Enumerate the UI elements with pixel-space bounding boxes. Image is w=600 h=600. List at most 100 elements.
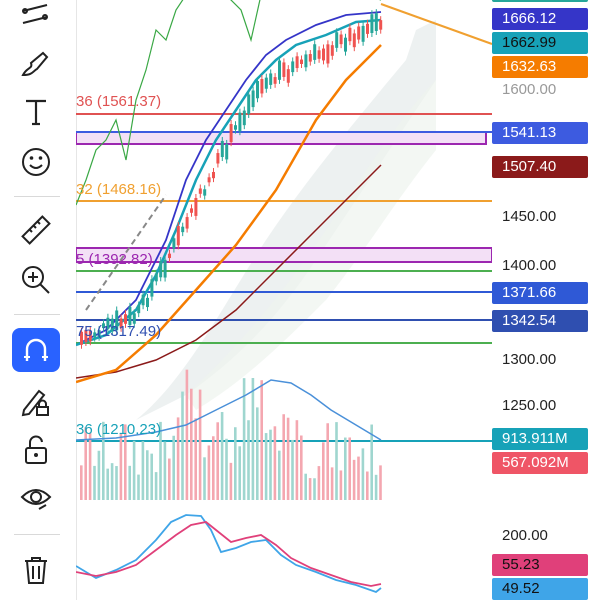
lock-drawing-tool-button[interactable] [12,380,60,424]
price-label-1541: 1541.13 [492,122,588,144]
volume-bar [159,421,162,500]
candle-body [172,238,176,249]
volume-bar [366,471,369,500]
oscillator-line-blue [76,514,382,594]
volume-bar [80,465,83,500]
volume-bar [322,442,325,500]
ruler-tool-button[interactable] [12,208,60,252]
candle-body [141,294,145,306]
candle-body [379,20,383,30]
candle-body [115,310,119,331]
candle-body [317,50,321,59]
tick-1400: 1400.00 [502,257,557,274]
brush-tool-button[interactable] [12,42,60,86]
projection-dashed [85,194,167,311]
volume-bar [247,420,250,500]
volume-bar [330,467,334,500]
emoji-tool-button[interactable] [12,140,60,184]
volume-bar [304,473,307,500]
volume-bar [225,438,228,500]
trash-icon [25,557,47,584]
ema-fast-line [76,18,382,347]
candle-body [137,305,141,314]
volume-bar [282,414,285,500]
volume-bar [264,433,268,500]
volume-bar [110,463,114,500]
text-icon [26,99,46,126]
comparison-line [76,0,381,206]
price-axis[interactable]: 1600.00 1450.00 1400.00 1300.00 1250.00 … [492,0,600,600]
fib-label-1210: 36 (1210.23) [76,421,161,438]
delete-tool-button[interactable] [12,548,60,592]
candle-body [146,297,149,308]
candle-body [330,45,334,56]
tick-200: 200.00 [502,527,548,544]
volume-bar [357,456,360,500]
volume-bar [313,478,316,500]
volume-bar [190,388,193,500]
volume-bar [370,424,373,500]
volume-label-current: 567.092M [492,452,588,474]
candle-body [300,59,303,64]
candle-body [93,332,97,338]
magnet-tool-button[interactable] [12,328,60,372]
chart-canvas[interactable]: 36 (1561.37) 32 (1468.16) 5 (1392.82) 75… [76,0,492,600]
candle-body [247,94,251,114]
price-chart[interactable]: 36 (1561.37) 32 (1468.16) 5 (1392.82) 75… [76,0,492,600]
tick-1600: 1600.00 [502,81,557,98]
volume-bar [291,439,294,500]
candle-body [128,306,132,325]
visibility-tool-button[interactable] [12,476,60,520]
pencil-lock-icon [21,389,49,417]
candle-body [212,171,215,179]
volume-bar [308,478,312,500]
oscillator-line-pink [76,521,382,587]
candle-body [159,261,163,278]
candle-body [190,208,193,213]
candle-body [295,56,299,69]
candle-body [80,331,83,345]
volume-bar [115,466,118,500]
brush-icon [21,51,49,77]
volume-bar [106,468,109,500]
candle-body [225,143,229,160]
candle-body [322,48,325,61]
fib-label-1468: 32 (1468.16) [76,181,161,198]
cloud-area [136,20,436,420]
candle-body [308,54,312,62]
volume-bar [278,450,281,500]
candle-body [119,318,123,328]
drawing-toolbar [0,0,77,600]
candle-body [269,73,273,85]
candle-body [181,226,185,233]
candle-body [370,14,374,33]
candle-body [185,217,189,229]
candle-body [286,69,290,83]
zoom-in-tool-button[interactable] [12,258,60,302]
candle-body [106,317,110,329]
volume-bar [119,433,123,500]
candle-body [150,279,154,297]
volume-bar [242,378,246,500]
candle-body [229,124,233,143]
candle-body [163,259,167,278]
trend-line-orange [380,3,492,45]
volume-bar [348,437,351,500]
volume-series [80,369,382,500]
oscillator-label-blue: 49.52 [492,578,588,600]
candle-body [282,62,286,77]
candle-body [102,323,105,329]
volume-bar [172,435,175,500]
lines-tool-button[interactable] [12,0,60,40]
candle-body [278,60,281,80]
unlock-tool-button[interactable] [12,428,60,472]
volume-bar [88,433,92,500]
candle-body [304,54,308,68]
candle-body [344,37,347,52]
volume-bar [181,391,184,500]
text-tool-button[interactable] [12,90,60,134]
volume-ma-line [76,379,382,441]
candle-body [203,189,207,196]
candle-body [238,112,242,132]
volume-bar [150,453,153,500]
